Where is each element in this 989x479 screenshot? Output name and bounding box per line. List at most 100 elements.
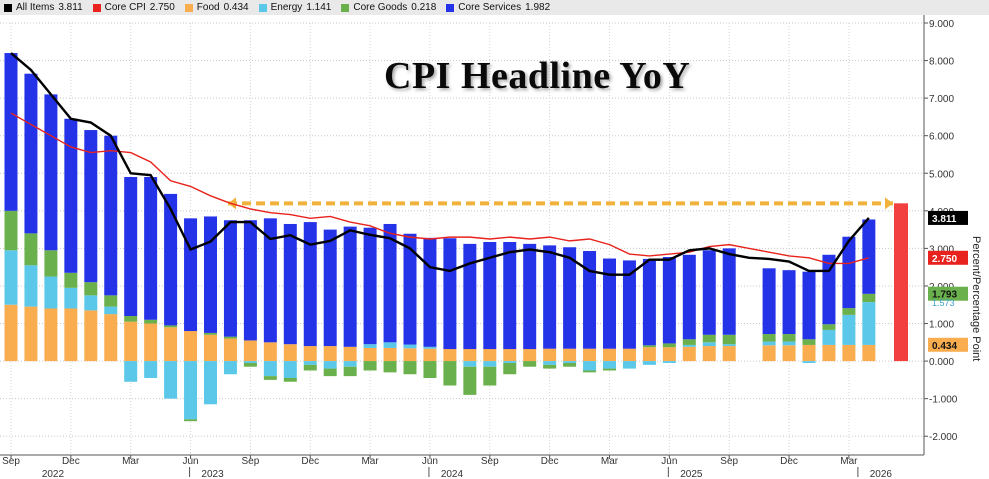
bar-segment (343, 366, 357, 377)
bar-segment (662, 343, 676, 348)
bar-segment (523, 349, 537, 362)
legend-swatch (4, 3, 12, 12)
value-box (928, 210, 968, 225)
legend-value: 0.218 (411, 2, 437, 13)
bar-segment (84, 295, 98, 311)
bar-segment (662, 347, 676, 362)
bar-segment (523, 361, 537, 367)
bar-segment (164, 361, 178, 399)
bar-segment (802, 271, 816, 340)
bar-segment (243, 361, 257, 363)
bar-segment (44, 94, 58, 251)
legend-label: Food (196, 2, 220, 13)
x-tick-label: Mar (361, 456, 379, 467)
bar-segment (124, 316, 138, 322)
bar-segment (802, 344, 816, 362)
bar-segment (483, 366, 497, 386)
bar-segment (303, 222, 317, 347)
bar-segment (782, 270, 796, 335)
x-tick-label: Sep (720, 456, 738, 467)
bar-segment (64, 308, 78, 362)
bar-segment (164, 193, 178, 326)
bar-segment (223, 336, 237, 339)
bar-segment (4, 210, 18, 251)
bar-segment (543, 245, 557, 349)
bar-segment (842, 344, 856, 362)
value-box-label: 0.434 (932, 341, 957, 352)
y-axis-label: Percent/Percentage Point (970, 236, 982, 362)
x-tick-label: Jun (661, 456, 677, 467)
bar-segment (762, 341, 776, 346)
value-box (928, 337, 968, 352)
bar-segment (283, 223, 297, 345)
x-tick-label: Mar (840, 456, 858, 467)
highlight-bar (894, 203, 908, 362)
bar-segment (243, 340, 257, 362)
bar-segment (104, 306, 118, 315)
bar-segment (822, 344, 836, 362)
bar-segment (64, 118, 78, 273)
x-tick-label: Sep (481, 456, 499, 467)
bar-segment (343, 346, 357, 362)
legend-label: Core Services (458, 2, 522, 13)
bar-segment (782, 341, 796, 346)
bar-segment (583, 348, 597, 362)
bar-segment (263, 376, 277, 380)
bar-segment (323, 229, 337, 347)
y-tick-label: 7.000 (929, 94, 954, 105)
legend-item: Core Services 1.982 (446, 2, 550, 13)
bar-segment (702, 334, 716, 343)
bar-segment (443, 361, 457, 386)
bar-segment (862, 302, 876, 345)
bar-segment (642, 345, 656, 348)
x-year-label: 2022 (42, 469, 65, 479)
bar-segment (563, 361, 577, 363)
bar-segment (363, 347, 377, 362)
legend-value: 0.434 (223, 2, 249, 13)
y-tick-label: 8.000 (929, 57, 954, 68)
bar-segment (423, 361, 437, 378)
x-tick-label: Dec (301, 456, 319, 467)
bar-segment (563, 362, 577, 367)
right-y-axis: 9.0008.0007.0006.0005.0004.0003.0002.000… (923, 15, 958, 455)
bar-segment (762, 334, 776, 342)
bar-segment (403, 344, 417, 349)
bar-segment (104, 295, 118, 307)
series-lines (10, 52, 870, 276)
legend-label: Energy (270, 2, 303, 13)
bar-segment (842, 308, 856, 315)
bar-segment (802, 361, 816, 363)
bar-segment (483, 349, 497, 362)
bar-segment (563, 348, 577, 362)
bar-segment (423, 237, 437, 347)
bar-segment (603, 258, 616, 349)
bar-segment (622, 361, 636, 369)
bar-segment (463, 361, 477, 367)
x-axis: Sep Dec Mar Jun Sep Dec Mar Jun Sep Dec Mar Jun Sep D… (0, 454, 924, 479)
bar-segment (283, 377, 297, 382)
x-year-label: 2025 (680, 469, 703, 479)
bar-segment (443, 238, 457, 350)
bar-segment (4, 304, 18, 362)
bar-segment (223, 220, 237, 337)
bar-segment (583, 370, 597, 373)
legend-swatch (341, 3, 350, 12)
bar-segment (503, 242, 517, 350)
legend-item: Core CPI 2.750 (92, 2, 175, 13)
x-year-label: 2023 (201, 469, 224, 479)
legend-value: 1.982 (525, 2, 551, 13)
bar-segment (523, 243, 537, 350)
bar-segment (184, 361, 198, 420)
y-tick-label: -2.000 (929, 432, 958, 443)
bar-segment (124, 321, 138, 362)
bar-segment (263, 342, 277, 362)
x-tick-label: Sep (2, 456, 20, 467)
x-tick-label: Jun (422, 456, 438, 467)
x-tick-label: Dec (780, 456, 798, 467)
bar-segment (204, 334, 217, 362)
x-tick-label: Jun (182, 456, 198, 467)
legend-label: Core CPI (104, 2, 146, 13)
y-tick-label: 6.000 (929, 132, 954, 143)
legend-value: 3.811 (58, 2, 83, 13)
bar-segment (503, 349, 517, 362)
